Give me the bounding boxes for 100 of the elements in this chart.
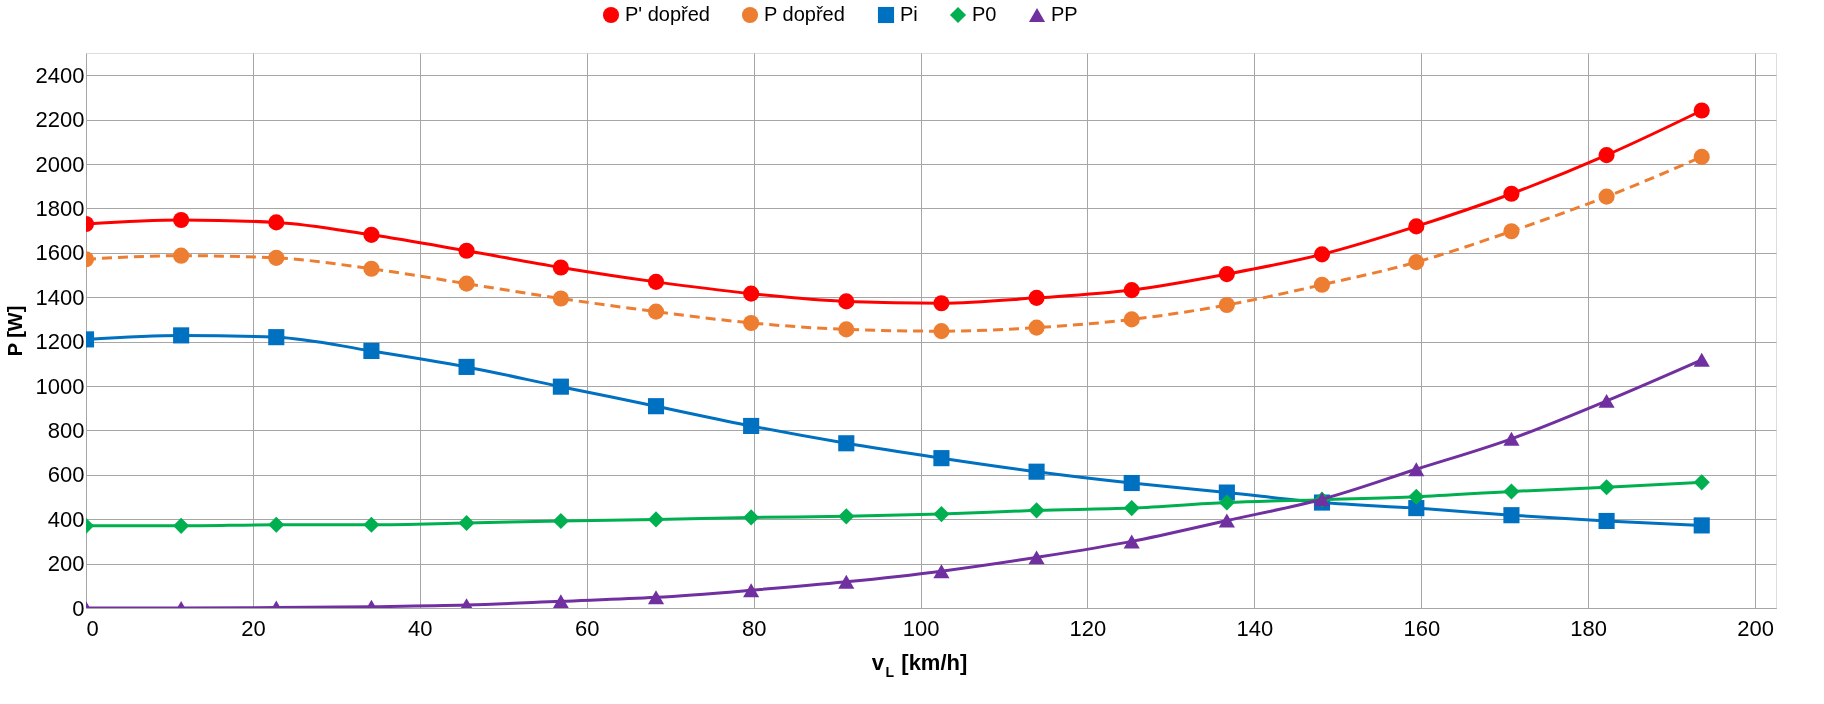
legend-label: P0: [972, 3, 997, 25]
x-tick-label: 160: [1403, 615, 1441, 641]
y-tick-label: 600: [47, 462, 85, 488]
y-tick-label: 400: [47, 506, 85, 532]
point: [1218, 266, 1235, 283]
point: [458, 358, 475, 375]
point: [1218, 513, 1235, 528]
point: [1028, 319, 1045, 336]
point: [1408, 254, 1425, 271]
point: [458, 242, 475, 259]
point: [1693, 102, 1710, 119]
point: [1693, 517, 1710, 534]
point: [1313, 246, 1331, 263]
y-tick-label: 1400: [35, 284, 85, 310]
point: [647, 273, 665, 290]
point: [838, 321, 855, 338]
point: [1503, 223, 1520, 240]
y-axis-title: P [W]: [3, 305, 26, 357]
y-tick-label: 0: [72, 595, 85, 621]
x-tick-label: 140: [1236, 615, 1274, 641]
y-tick-label: 200: [47, 551, 85, 577]
y-tick-label: 2400: [35, 62, 85, 88]
point: [363, 342, 380, 359]
point: [743, 314, 760, 331]
x-tick-label: 40: [408, 615, 433, 641]
point: [743, 583, 760, 598]
point: [743, 285, 760, 302]
point: [268, 214, 285, 231]
point: [268, 516, 285, 533]
point: [838, 508, 855, 525]
point: [1123, 282, 1140, 299]
point: [552, 594, 569, 608]
point: [1218, 296, 1235, 314]
point: [1693, 352, 1710, 367]
point: [838, 293, 855, 310]
x-tick-label: 60: [575, 615, 600, 641]
point: [933, 295, 950, 312]
point: [173, 327, 190, 344]
y-tick-label: 1600: [35, 240, 85, 266]
point: [647, 511, 665, 528]
point: [173, 247, 190, 264]
point: [647, 590, 665, 605]
point: [458, 514, 475, 532]
point: [1503, 185, 1520, 202]
y-tick-label: 2200: [35, 107, 85, 133]
point: [647, 303, 665, 320]
point: [1218, 494, 1235, 511]
point: [552, 378, 569, 395]
point: [1693, 474, 1710, 491]
legend-label: P dopřed: [764, 3, 845, 25]
x-tick-label: 80: [741, 615, 767, 641]
x-tick-label: 20: [241, 615, 266, 641]
point: [1598, 188, 1615, 205]
point: [1123, 534, 1140, 549]
legend-label: P' dopřed: [625, 3, 710, 25]
point: [1598, 479, 1615, 496]
point: [838, 435, 855, 452]
point: [363, 260, 380, 277]
point: [743, 509, 760, 526]
point: [363, 226, 380, 243]
point: [173, 517, 190, 534]
y-tick-label: 1000: [35, 373, 85, 399]
point: [1503, 507, 1520, 524]
point: [933, 506, 950, 523]
point: [1123, 500, 1140, 517]
legend-label: Pi: [900, 3, 918, 25]
point: [1598, 393, 1615, 408]
point: [363, 516, 380, 533]
x-tick-label: 180: [1570, 615, 1608, 641]
point: [1123, 474, 1140, 492]
y-tick-label: 2000: [35, 151, 85, 177]
y-tick-label: 1200: [35, 329, 85, 355]
point: [1028, 289, 1045, 306]
point: [1503, 483, 1520, 500]
point: [933, 564, 950, 579]
y-tick-label: 1800: [35, 195, 85, 221]
x-tick-label: 120: [1069, 615, 1107, 641]
point: [552, 512, 569, 530]
point: [1408, 488, 1425, 505]
point: [552, 290, 569, 307]
legend-label: PP: [1051, 3, 1078, 25]
point: [552, 259, 569, 276]
point: [933, 450, 950, 467]
point: [173, 211, 190, 228]
point: [1408, 462, 1425, 477]
point: [933, 323, 950, 340]
point: [1313, 276, 1331, 293]
point: [838, 574, 855, 589]
point: [1028, 550, 1045, 565]
point: [1028, 502, 1045, 519]
point: [268, 249, 285, 266]
point: [1503, 431, 1520, 446]
point: [1028, 463, 1045, 480]
y-tick-label: 800: [47, 417, 85, 443]
point: [743, 417, 760, 435]
x-tick-label: 200: [1737, 615, 1774, 641]
point: [1598, 512, 1615, 530]
point: [1123, 311, 1140, 328]
point: [1598, 147, 1615, 164]
point: [647, 398, 665, 415]
